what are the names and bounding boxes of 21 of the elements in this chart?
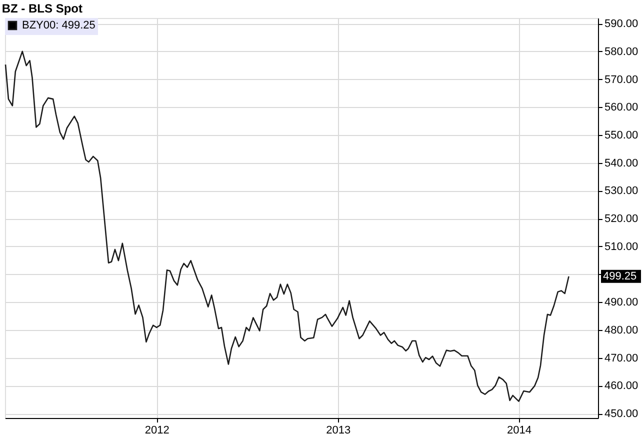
y-tick-label: 590.00 [604,18,638,30]
x-tick-label: 2014 [506,424,532,436]
y-tick-label: 480.00 [604,324,638,336]
legend-label: BZY00: 499.25 [22,20,96,32]
x-tick-label: 2012 [144,424,170,436]
text: 499.25 [603,270,637,282]
y-tick-label: 520.00 [604,213,638,226]
y-tick-label: 550.00 [604,129,638,142]
y-tick-label: 510.00 [604,240,638,253]
y-tick-label: 470.00 [604,352,638,364]
y-tick-label: 530.00 [604,185,638,198]
y-tick-label: 570.00 [604,74,638,86]
y-tick-label: 580.00 [604,46,638,58]
y-tick-label: 490.00 [604,296,638,309]
y-tick-label: 450.00 [604,408,638,420]
y-tick-label: 460.00 [604,380,638,392]
line-series [4,50,570,402]
x-tick-label: 2013 [326,424,351,436]
chart-title: BZ - BLS Spot [2,2,83,16]
y-tick-label: 540.00 [604,157,638,170]
y-tick-label: 560.00 [604,102,638,114]
